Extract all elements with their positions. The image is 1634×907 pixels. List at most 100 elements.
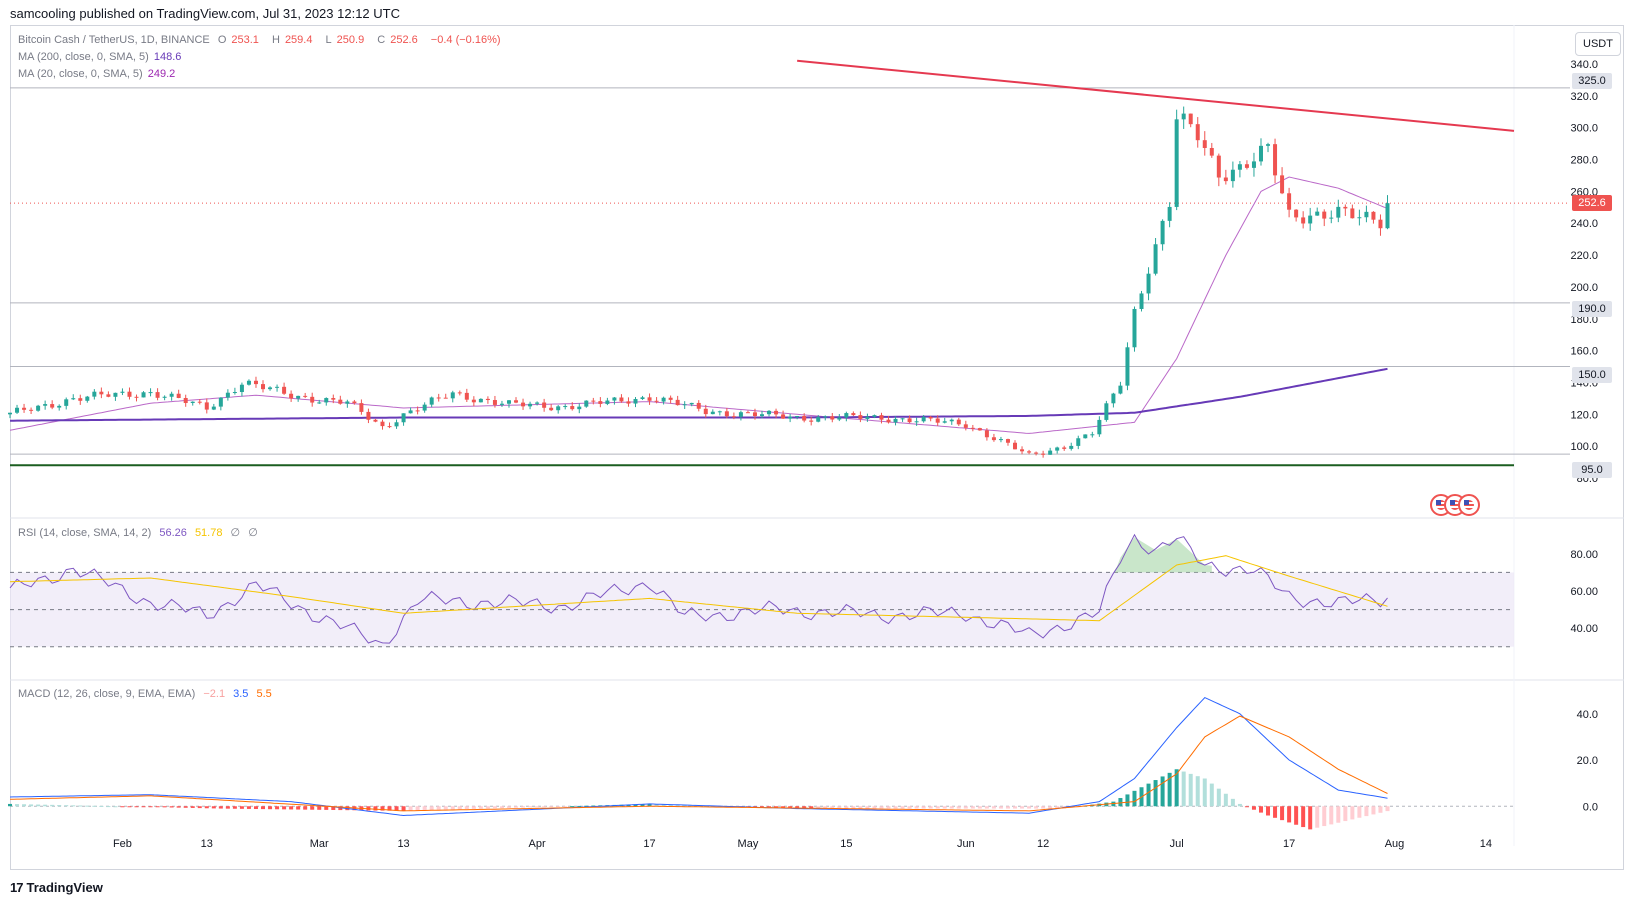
- candle-body: [1209, 147, 1214, 156]
- macd-legend: MACD (12, 26, close, 9, EMA, EMA) −2.1 3…: [18, 688, 272, 700]
- candle-body: [1216, 155, 1221, 178]
- candle-body: [710, 411, 715, 415]
- macd-histogram-bar: [120, 806, 125, 808]
- low-label: L 250.9: [325, 34, 365, 46]
- macd-histogram-bar: [162, 806, 167, 808]
- macd-histogram-bar: [542, 806, 547, 808]
- candle-body: [1188, 113, 1193, 125]
- macd-histogram-bar: [1048, 806, 1053, 809]
- currency-button[interactable]: USDT: [1575, 32, 1621, 56]
- candle-body: [450, 392, 455, 399]
- candle-body: [317, 402, 322, 404]
- macd-histogram-bar: [1301, 806, 1306, 828]
- macd-histogram-bar: [942, 806, 947, 809]
- macd-histogram-bar: [176, 806, 181, 808]
- candle-body: [148, 392, 153, 394]
- candle-body: [795, 416, 800, 418]
- macd-histogram-bar: [907, 806, 912, 809]
- macd-histogram-bar: [169, 806, 174, 808]
- candle-body: [521, 402, 526, 407]
- candle-body: [556, 406, 561, 411]
- macd-histogram-bar: [1237, 803, 1242, 807]
- candle-body: [696, 402, 701, 409]
- candle-body: [914, 421, 919, 423]
- candle-body: [647, 397, 652, 401]
- candle-body: [844, 413, 849, 418]
- macd-histogram-bar: [8, 803, 12, 807]
- candle-body: [289, 393, 294, 399]
- candle-body: [682, 404, 687, 406]
- candle-body: [1301, 217, 1306, 224]
- candle-body: [57, 405, 62, 408]
- candle-body: [872, 415, 877, 417]
- macd-histogram-bar: [949, 806, 954, 809]
- candle-body: [1139, 293, 1144, 309]
- candle-body: [549, 407, 554, 411]
- macd-histogram-bar: [1294, 806, 1299, 825]
- candle-body: [141, 392, 146, 398]
- candle-body: [942, 421, 947, 423]
- candle-body: [1055, 447, 1060, 451]
- time-tick-label: Aug: [1385, 838, 1405, 850]
- candle-body: [1027, 451, 1032, 453]
- macd-histogram-bar: [865, 806, 870, 809]
- macd-histogram-bar: [443, 806, 448, 810]
- rsi-ma-line: [9, 555, 1388, 622]
- macd-histogram-bar: [1336, 806, 1341, 823]
- candle-body: [36, 405, 41, 411]
- macd-histogram-bar: [1273, 806, 1278, 818]
- macd-histogram-bar: [528, 806, 533, 808]
- macd-histogram-bar: [99, 805, 104, 807]
- macd-histogram-bar: [1055, 806, 1060, 809]
- candle-body: [359, 403, 364, 412]
- macd-histogram-bar: [1125, 794, 1130, 807]
- candle-body: [22, 407, 27, 410]
- candle-body: [900, 418, 905, 420]
- candle-body: [851, 413, 856, 416]
- tradingview-logo[interactable]: 17 TradingView: [10, 880, 103, 895]
- candle-body: [1343, 206, 1348, 209]
- candle-body: [774, 410, 779, 415]
- candle-body: [345, 401, 350, 404]
- economic-events-flags[interactable]: [1430, 494, 1480, 521]
- macd-histogram-bar: [633, 804, 638, 807]
- macd-histogram-bar: [211, 806, 216, 809]
- candle-body: [767, 410, 772, 415]
- macd-histogram-bar: [331, 806, 336, 810]
- candle-body: [612, 397, 617, 401]
- rsi-legend: RSI (14, close, SMA, 14, 2) 56.26 51.78 …: [18, 527, 258, 539]
- macd-histogram-bar: [858, 806, 863, 809]
- candle-body: [724, 411, 729, 417]
- price-tick-label: 340.0: [1570, 59, 1598, 71]
- macd-histogram-bar: [380, 806, 385, 811]
- time-tick-label: 14: [1480, 838, 1492, 850]
- candle-body: [303, 395, 308, 397]
- candle-body: [738, 412, 743, 417]
- candle-body: [1111, 393, 1116, 404]
- candle-body: [998, 439, 1003, 441]
- price-tick-label: 100.0: [1570, 441, 1598, 453]
- tradingview-logo-icon: 17: [10, 880, 24, 895]
- candle-body: [633, 399, 638, 404]
- macd-histogram-bar: [1174, 769, 1179, 807]
- macd-histogram-bar: [535, 806, 540, 808]
- macd-histogram-bar: [471, 806, 476, 809]
- macd-histogram-bar: [36, 804, 41, 807]
- macd-histogram-bar: [1132, 790, 1137, 807]
- macd-histogram-bar: [64, 805, 69, 807]
- candle-body: [949, 419, 954, 422]
- candle-body: [689, 402, 694, 405]
- us-flag-icon[interactable]: [1458, 494, 1480, 516]
- change-value: −0.4 (−0.16%): [430, 34, 501, 46]
- ma20-legend: MA (20, close, 0, SMA, 5) 249.2: [18, 68, 176, 80]
- macd-histogram-bar: [1343, 806, 1348, 822]
- candle-body: [963, 424, 968, 428]
- candle-body: [1125, 347, 1130, 386]
- candle-body: [879, 415, 884, 420]
- macd-histogram-bar: [387, 806, 392, 811]
- macd-histogram-bar: [570, 806, 575, 808]
- candle-body: [169, 393, 174, 397]
- candle-body: [837, 417, 842, 420]
- candle-body: [640, 397, 645, 400]
